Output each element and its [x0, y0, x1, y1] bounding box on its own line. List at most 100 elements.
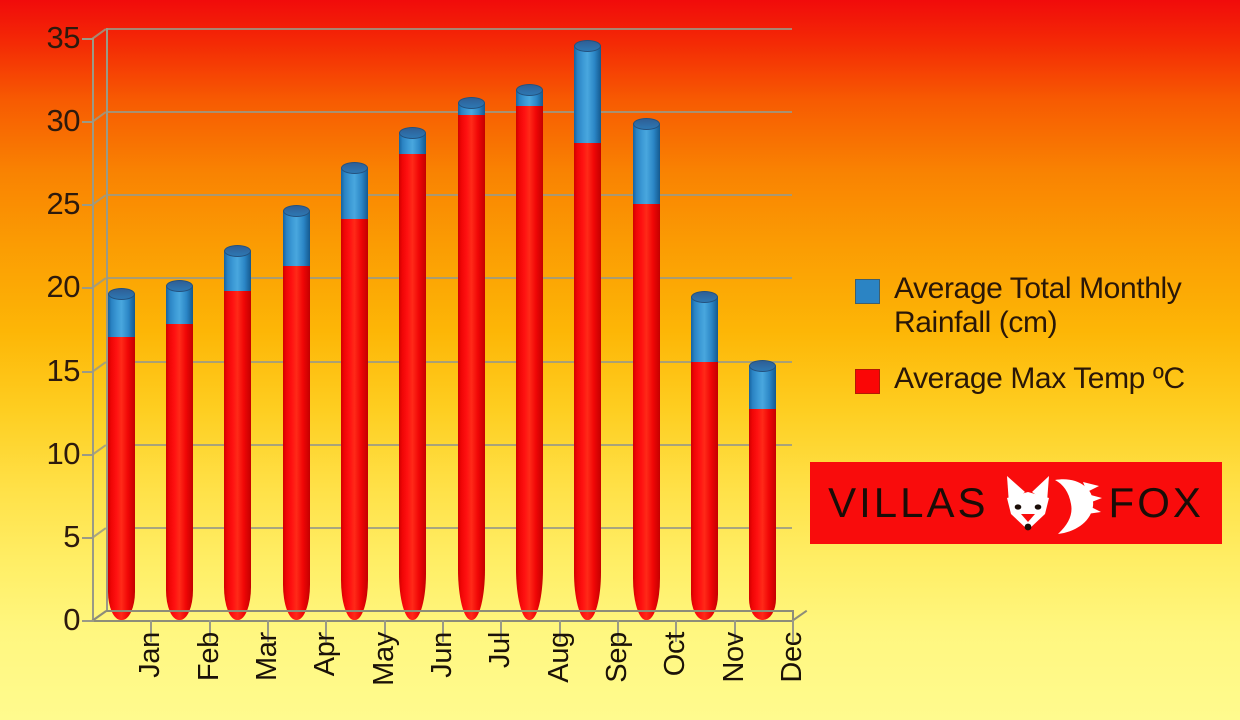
x-tick-label-dec: Dec — [775, 632, 808, 683]
bar-cap-oct — [632, 118, 660, 131]
bar-segment-temp-mar — [224, 290, 252, 620]
bar-aug[interactable] — [516, 83, 543, 620]
bar-segment-temp-jul — [457, 114, 485, 620]
y-tick-label-30: 30 — [46, 103, 81, 139]
x-tick-label-may: May — [367, 632, 400, 686]
bar-jan[interactable] — [107, 288, 135, 620]
x-tick-label-apr: Apr — [309, 632, 342, 677]
bar-segment-temp-dec — [749, 408, 777, 620]
y-tick-label-5: 5 — [63, 518, 80, 554]
x-tick-label-jul: Jul — [484, 632, 517, 669]
gridline-25 — [106, 194, 792, 197]
bar-segment-temp-may — [341, 219, 368, 620]
bar-jul[interactable] — [457, 96, 485, 620]
floor-back-edge — [106, 610, 792, 612]
bar-cap-nov — [691, 291, 718, 304]
bar-nov[interactable] — [691, 291, 718, 620]
y-tick-label-0: 0 — [63, 602, 80, 637]
x-tick-mark-dec — [792, 620, 794, 642]
bar-segment-rainfall-sep — [574, 46, 602, 143]
bar-segment-rainfall-apr — [282, 210, 310, 266]
x-axis-tick-labels: Jan Feb Mar Apr May Jun Jul Aug Sep Oct Nov Dec — [92, 620, 808, 720]
bar-sep[interactable] — [574, 40, 602, 620]
x-tick-mark-jun — [442, 620, 444, 642]
bar-apr[interactable] — [282, 204, 310, 620]
y-tick-label-25: 25 — [46, 186, 81, 222]
bar-cap-may — [341, 161, 368, 174]
bar-cap-sep — [574, 40, 602, 53]
bar-cap-jun — [399, 126, 427, 139]
logo-word-fox: FOX — [1108, 479, 1204, 526]
gridline-20 — [106, 277, 792, 280]
villas-fox-logo[interactable]: VILLAS FOX — [810, 462, 1222, 544]
gridline-15 — [106, 360, 792, 363]
x-tick-label-jan: Jan — [134, 632, 167, 678]
y-tick-mark-5 — [82, 536, 94, 539]
legend-item-temp[interactable]: Average Max Temp ºC — [855, 362, 1225, 396]
y-tick-mark-20 — [82, 287, 94, 290]
bar-segment-temp-nov — [691, 362, 718, 620]
x-tick-mark-jul — [500, 620, 503, 642]
gridline-30 — [106, 111, 792, 114]
plot-area — [91, 28, 808, 622]
bar-oct[interactable] — [632, 118, 660, 620]
x-tick-mark-feb — [208, 620, 211, 642]
y-tick-mark-0 — [82, 620, 94, 622]
y-tick-mark-30 — [82, 121, 94, 124]
chart-legend: Average Total Monthly Rainfall (cm) Aver… — [855, 272, 1225, 418]
y-tick-label-10: 10 — [46, 435, 81, 471]
bar-cap-feb — [166, 279, 193, 292]
bar-segment-temp-jan — [107, 337, 135, 620]
x-tick-label-oct: Oct — [659, 632, 692, 677]
bar-segment-temp-apr — [282, 265, 310, 620]
bar-cap-jul — [457, 96, 485, 109]
bar-dec[interactable] — [749, 359, 777, 620]
logo-word-villas: VILLAS — [828, 479, 989, 526]
x-tick-mark-nov — [733, 620, 736, 642]
y-tick-label-35: 35 — [46, 20, 81, 55]
x-tick-label-sep: Sep — [600, 632, 633, 683]
bar-may[interactable] — [341, 161, 368, 620]
legend-swatch-temp — [855, 368, 880, 394]
y-axis-back-wall — [106, 28, 108, 610]
y-tick-mark-35 — [82, 38, 94, 40]
bar-segment-rainfall-oct — [632, 124, 660, 205]
bar-segment-rainfall-dec — [749, 365, 777, 409]
gridline-35 — [106, 28, 792, 30]
bar-segment-rainfall-jan — [107, 294, 135, 338]
bar-cap-mar — [224, 244, 252, 257]
x-tick-mark-aug — [558, 620, 561, 642]
floor-right-edge — [792, 610, 794, 620]
bar-segment-temp-aug — [516, 106, 543, 620]
bar-mar[interactable] — [224, 244, 252, 620]
legend-label-temp: Average Max Temp ºC — [894, 361, 1185, 395]
fox-head-icon — [1006, 476, 1102, 534]
bar-segment-rainfall-nov — [691, 297, 718, 363]
y-tick-mark-15 — [82, 370, 94, 373]
bar-segment-temp-feb — [166, 324, 193, 620]
bar-cap-aug — [516, 83, 543, 96]
y-tick-label-15: 15 — [46, 352, 81, 388]
bar-feb[interactable] — [166, 279, 193, 620]
bar-jun[interactable] — [399, 126, 427, 620]
bar-cap-dec — [749, 359, 777, 372]
x-tick-label-nov: Nov — [717, 632, 750, 683]
x-tick-mark-sep — [617, 620, 619, 642]
x-tick-label-aug: Aug — [542, 632, 575, 683]
x-tick-label-mar: Mar — [250, 632, 283, 682]
bar-cap-jan — [107, 288, 135, 301]
y-axis-front — [92, 38, 94, 620]
legend-swatch-rainfall — [855, 279, 880, 304]
bar-cap-apr — [282, 204, 310, 217]
y-tick-mark-10 — [82, 453, 94, 456]
y-axis-tick-labels: 0 5 10 15 20 25 30 35 — [0, 22, 94, 635]
x-tick-mark-jan — [150, 620, 153, 642]
bar-segment-temp-oct — [632, 204, 660, 620]
x-tick-mark-oct — [675, 620, 678, 642]
legend-item-rainfall[interactable]: Average Total Monthly Rainfall (cm) — [855, 272, 1225, 340]
x-tick-mark-may — [383, 620, 386, 642]
gridline-10 — [106, 443, 792, 446]
bar-segment-rainfall-mar — [224, 250, 252, 291]
legend-label-rainfall: Average Total Monthly Rainfall (cm) — [894, 272, 1182, 339]
